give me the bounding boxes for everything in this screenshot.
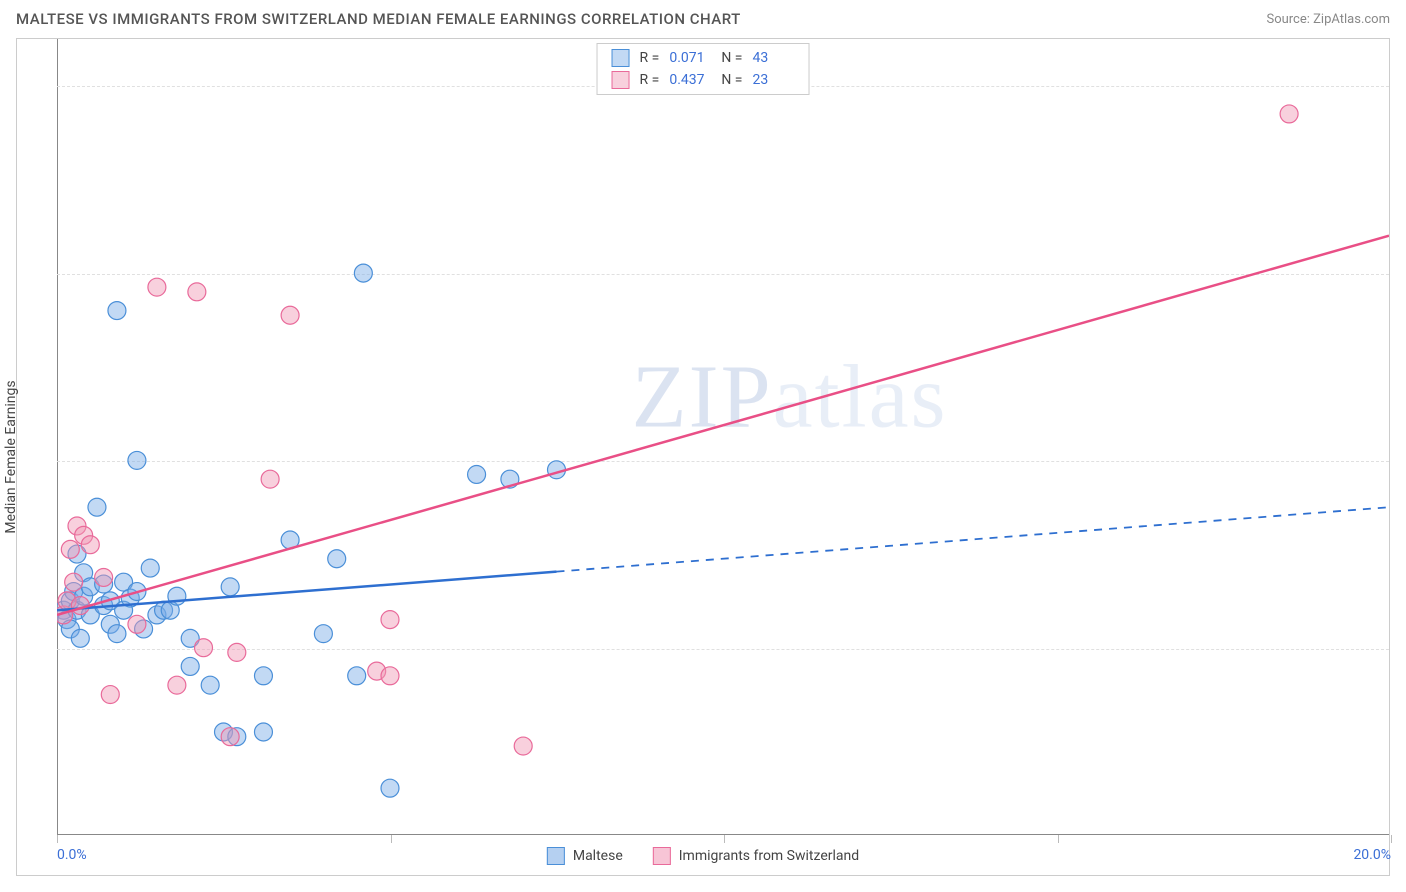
legend-series-label: Maltese — [573, 848, 623, 864]
data-point — [228, 643, 246, 661]
data-point — [261, 470, 279, 488]
data-point — [221, 578, 239, 596]
data-point — [88, 498, 106, 516]
chart-title: MALTESE VS IMMIGRANTS FROM SWITZERLAND M… — [16, 10, 741, 28]
x-tick-label-max: 20.0% — [1353, 847, 1391, 863]
chart-header: MALTESE VS IMMIGRANTS FROM SWITZERLAND M… — [0, 0, 1406, 34]
legend-series-label: Immigrants from Switzerland — [679, 848, 859, 864]
data-point — [95, 568, 113, 586]
data-point — [514, 737, 532, 755]
legend-n-label: N = — [721, 50, 742, 66]
x-tick-label-min: 0.0% — [57, 847, 87, 863]
data-point — [108, 302, 126, 320]
chart-source: Source: ZipAtlas.com — [1266, 12, 1390, 27]
data-point — [65, 573, 83, 591]
legend-n-label: N = — [721, 72, 742, 88]
data-point — [181, 657, 199, 675]
plot-area: ZIPatlas $40,000$60,000$80,000$100,0000.… — [57, 39, 1389, 835]
data-point — [188, 283, 206, 301]
legend-stats-row: R = 0.437 N = 23 — [598, 69, 809, 91]
plot-svg — [57, 39, 1389, 835]
trend-line-dashed — [557, 507, 1390, 571]
x-tick — [57, 835, 58, 843]
x-tick — [391, 835, 392, 843]
data-point — [381, 779, 399, 797]
data-point — [71, 629, 89, 647]
data-point — [101, 686, 119, 704]
legend-n-value: 23 — [752, 72, 794, 88]
legend-swatch — [612, 71, 630, 89]
y-tick-label: $60,000 — [1399, 453, 1406, 469]
data-point — [1280, 105, 1298, 123]
y-tick-label: $80,000 — [1399, 266, 1406, 282]
data-point — [468, 465, 486, 483]
data-point — [148, 278, 166, 296]
legend-r-label: R = — [640, 72, 660, 88]
legend-r-value: 0.071 — [669, 50, 711, 66]
data-point — [168, 676, 186, 694]
y-axis-label: Median Female Earnings — [3, 380, 19, 533]
legend-swatch — [653, 847, 671, 865]
data-point — [314, 625, 332, 643]
legend-stats-row: R = 0.071 N = 43 — [598, 47, 809, 69]
legend-swatch — [547, 847, 565, 865]
data-point — [61, 540, 79, 558]
x-tick — [1391, 835, 1392, 843]
y-tick-label: $40,000 — [1399, 641, 1406, 657]
data-point — [141, 559, 159, 577]
chart-container: Median Female Earnings ZIPatlas $40,000$… — [16, 38, 1390, 876]
legend-r-label: R = — [640, 50, 660, 66]
data-point — [128, 615, 146, 633]
legend-series: Maltese Immigrants from Switzerland — [547, 847, 859, 865]
legend-series-item: Maltese — [547, 847, 623, 865]
data-point — [354, 264, 372, 282]
data-point — [381, 667, 399, 685]
legend-stats-box: R = 0.071 N = 43 R = 0.437 N = 23 — [597, 43, 810, 95]
data-point — [221, 728, 239, 746]
data-point — [195, 639, 213, 657]
legend-swatch — [612, 49, 630, 67]
x-tick — [724, 835, 725, 843]
data-point — [254, 667, 272, 685]
data-point — [328, 550, 346, 568]
data-point — [348, 667, 366, 685]
x-tick — [1058, 835, 1059, 843]
y-tick-label: $100,000 — [1399, 78, 1406, 94]
data-point — [254, 723, 272, 741]
legend-series-item: Immigrants from Switzerland — [653, 847, 859, 865]
data-point — [281, 306, 299, 324]
legend-r-value: 0.437 — [669, 72, 711, 88]
data-point — [81, 536, 99, 554]
data-point — [381, 611, 399, 629]
legend-n-value: 43 — [752, 50, 794, 66]
data-point — [128, 451, 146, 469]
data-point — [201, 676, 219, 694]
data-point — [108, 625, 126, 643]
